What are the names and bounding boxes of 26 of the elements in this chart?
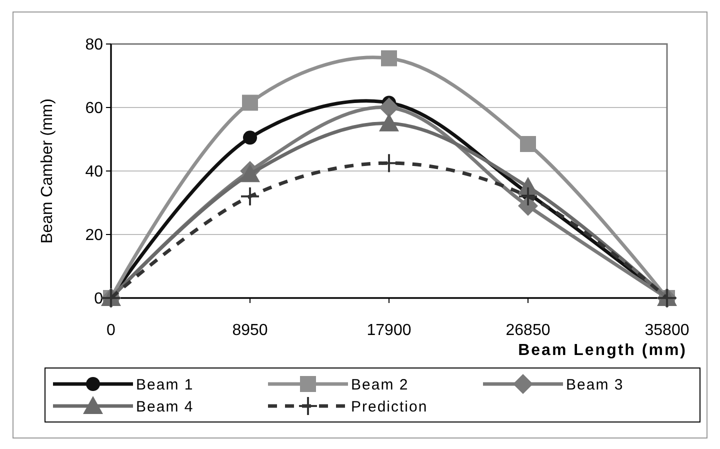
point	[518, 176, 538, 195]
y-tick-label: 0	[94, 290, 104, 308]
x-tick-label: 17900	[366, 322, 412, 339]
y-tick-label: 60	[85, 100, 104, 118]
y-tick-label: 80	[85, 36, 104, 54]
point	[381, 50, 397, 66]
legend-label: Beam 2	[351, 376, 409, 394]
y-tick-label: 20	[85, 227, 104, 244]
point	[243, 130, 257, 145]
x-axis-title: Beam Length (mm)	[518, 342, 687, 359]
point	[379, 113, 399, 132]
x-tick-label: 26850	[506, 322, 550, 339]
y-axis-title: Beam Camber (mm)	[39, 98, 56, 244]
legend-label: Beam 1	[136, 376, 194, 394]
legend-label: Prediction	[351, 398, 428, 416]
legend-label: Beam 4	[136, 398, 194, 416]
x-tick-label: 0	[106, 322, 116, 339]
y-tick-label: 40	[85, 164, 104, 181]
point	[240, 186, 260, 206]
point	[242, 94, 258, 111]
point	[518, 186, 538, 206]
point	[520, 136, 536, 152]
x-tick-label: 35800	[644, 322, 690, 339]
x-tick-label: 8950	[232, 322, 268, 339]
point	[379, 98, 399, 118]
legend-label: Beam 3	[566, 376, 624, 394]
